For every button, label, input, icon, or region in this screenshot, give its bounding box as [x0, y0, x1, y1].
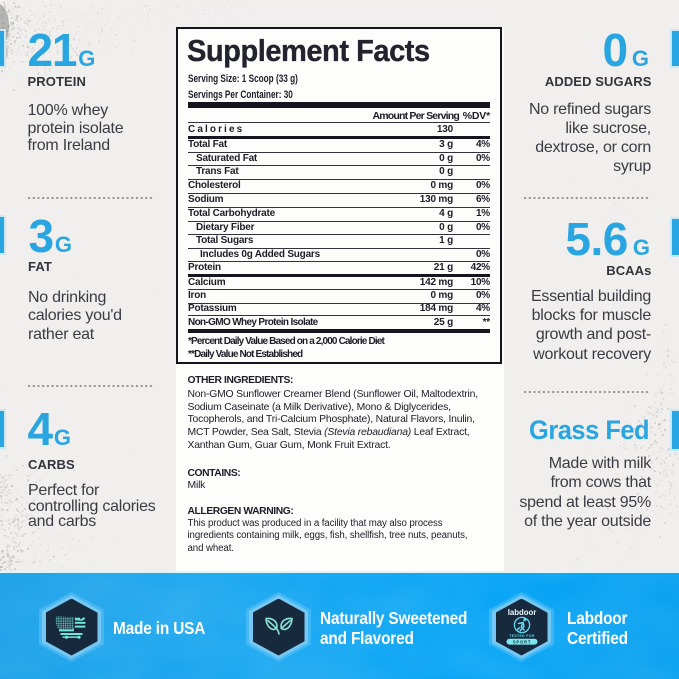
svg-text:labdoor: labdoor [508, 608, 537, 617]
svg-text:TESTED FOR: TESTED FOR [509, 634, 535, 638]
svg-text:SPORT: SPORT [513, 639, 531, 644]
